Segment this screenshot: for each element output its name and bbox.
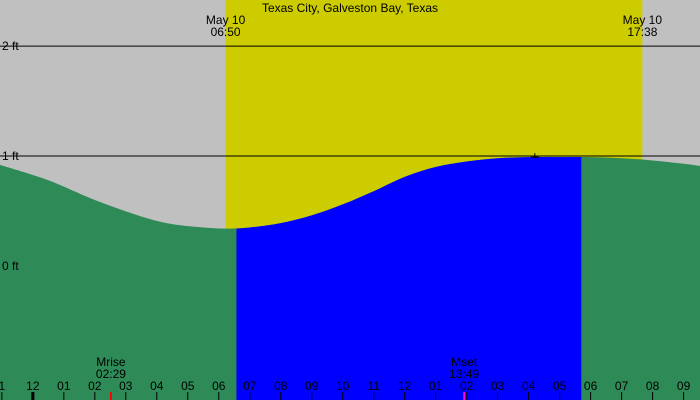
sun-event-date: May 10: [206, 13, 246, 27]
y-tick-label: 2 ft: [2, 39, 19, 53]
x-tick-label: 02: [460, 379, 474, 393]
gridlines: [0, 45, 700, 157]
x-tick-label: 09: [305, 379, 319, 393]
y-axis-labels: 0 ft 1 ft 2 ft: [2, 39, 19, 273]
sun-event-date: May 10: [623, 13, 663, 27]
x-tick-label: 06: [584, 379, 598, 393]
moon-event-time: 02:29: [96, 367, 126, 381]
moon-event-label: Mset: [451, 355, 478, 369]
x-tick-label: 05: [181, 379, 195, 393]
x-tick-label: 08: [274, 379, 288, 393]
high-tide-marker: [530, 153, 539, 159]
y-tick-label: 0 ft: [2, 259, 19, 273]
x-tick-label: 05: [553, 379, 567, 393]
x-tick-label: 07: [243, 379, 257, 393]
x-tick-label: 12: [26, 379, 40, 393]
x-tick-label: 11: [367, 379, 380, 393]
x-tick-label: 01: [57, 379, 71, 393]
sun-event-time: 17:38: [627, 25, 657, 39]
moon-event-label: Mrise: [96, 355, 126, 369]
x-tick-label: 08: [646, 379, 660, 393]
tide-area-highlight: [236, 157, 582, 400]
x-tick-label: 02: [88, 379, 102, 393]
x-tick-label: 1: [0, 379, 6, 393]
x-tick-label: 03: [119, 379, 133, 393]
x-tick-label: 07: [615, 379, 629, 393]
sun-event-time: 06:50: [211, 25, 241, 39]
x-tick-label: 09: [677, 379, 691, 393]
y-tick-label: 1 ft: [2, 149, 19, 163]
moon-event-time: 13:49: [449, 367, 479, 381]
x-tick-label: 01: [429, 379, 443, 393]
chart-title: Texas City, Galveston Bay, Texas: [262, 1, 438, 15]
x-tick-label: 03: [491, 379, 505, 393]
x-tick-label: 12: [398, 379, 412, 393]
x-tick-label: 04: [522, 379, 536, 393]
x-tick-label: 04: [150, 379, 164, 393]
x-tick-label: 06: [212, 379, 226, 393]
x-tick-label: 10: [336, 379, 350, 393]
x-axis-ticks: 1 12 01 02 03 04 05 06 07 08 09 10 11 12 01 02 03 04 05 06 0…: [0, 379, 691, 400]
